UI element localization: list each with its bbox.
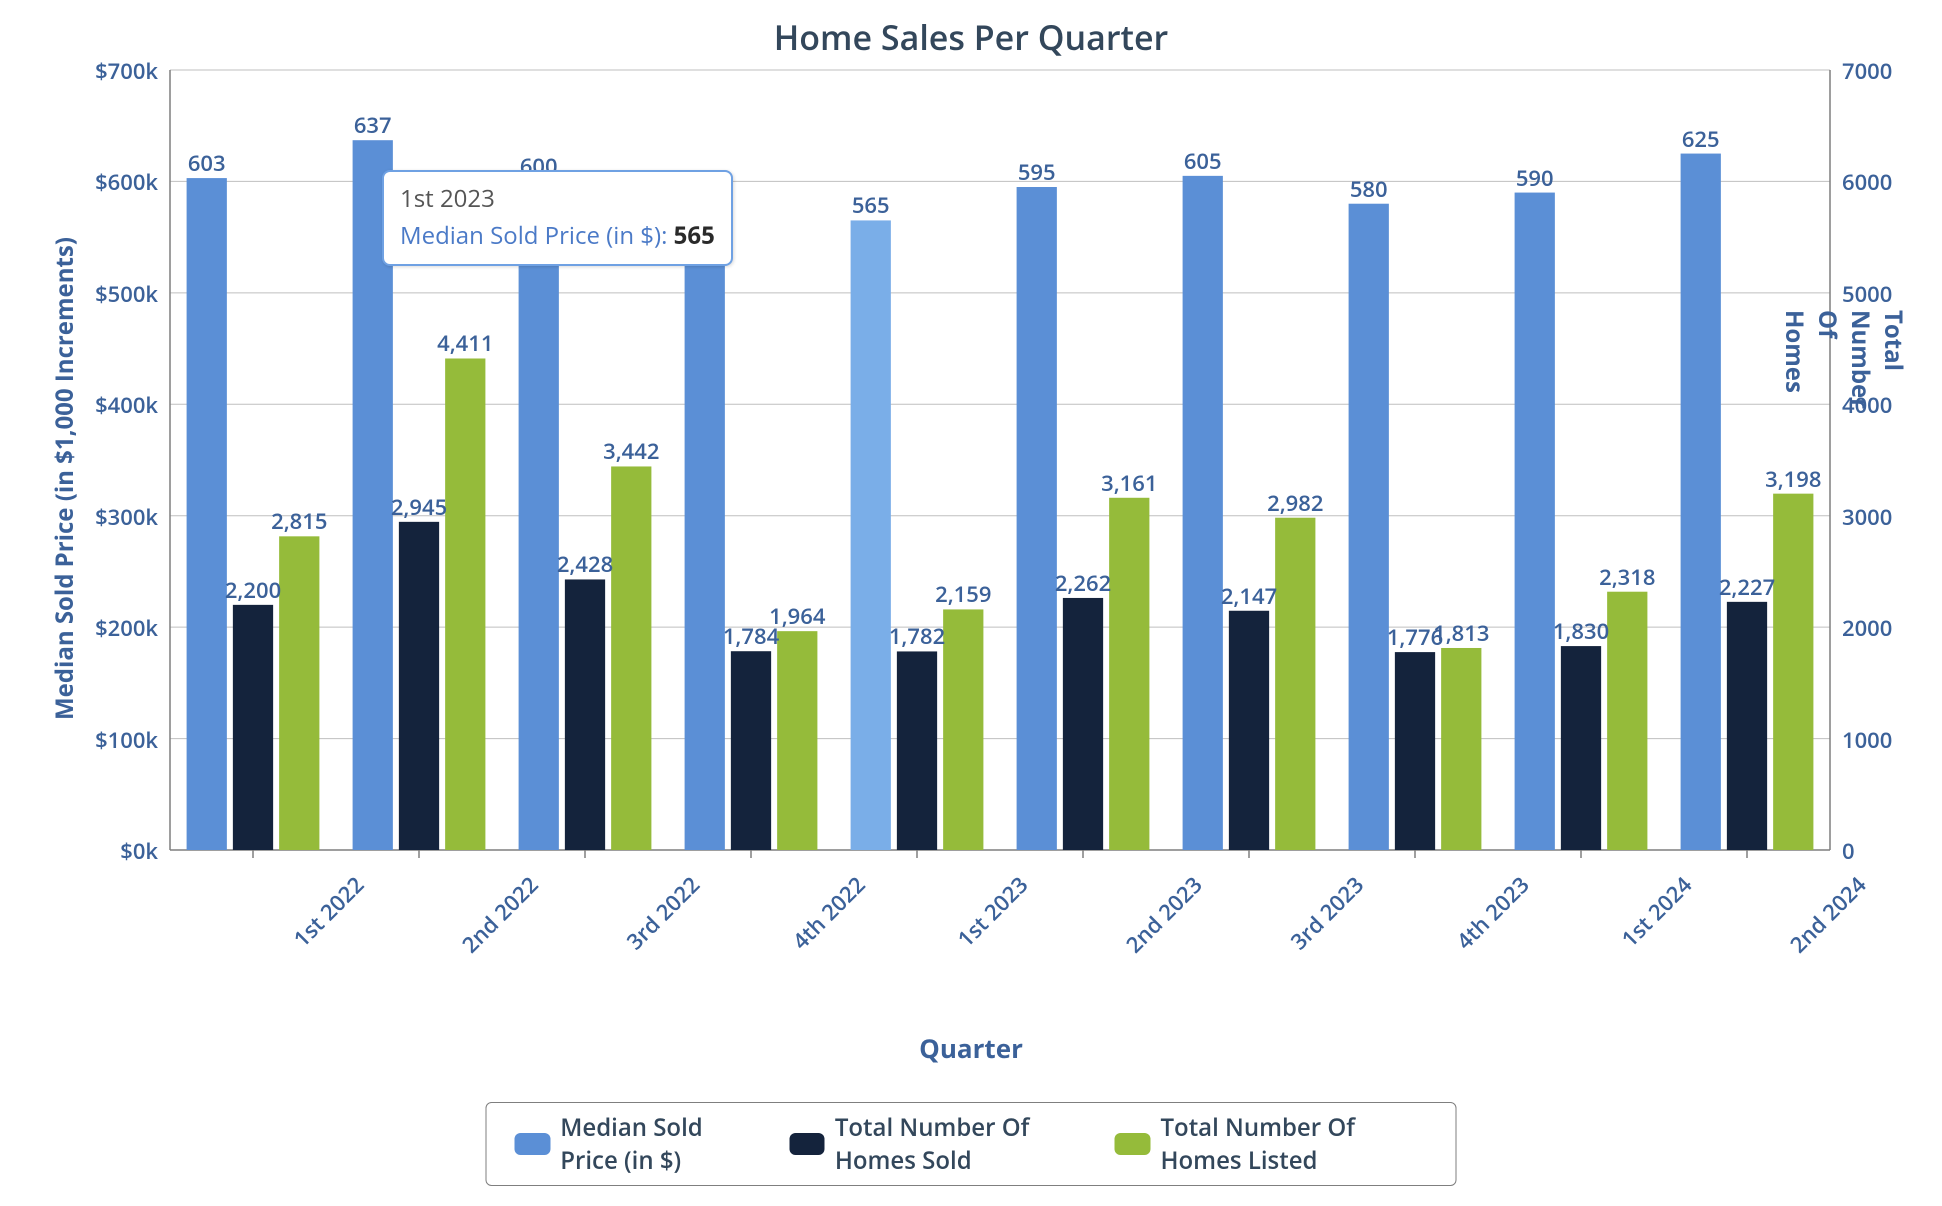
bar[interactable] [851, 220, 891, 850]
legend-swatch [789, 1133, 825, 1155]
bar[interactable] [943, 609, 983, 850]
legend-label: Total Number Of Homes Sold [835, 1111, 1087, 1177]
y-left-tick: $400k [95, 390, 158, 420]
bar[interactable] [777, 631, 817, 850]
bar-value-label: 637 [354, 110, 392, 140]
bar-value-label: 1,964 [769, 601, 825, 631]
bar[interactable] [1727, 602, 1767, 850]
legend-label: Median Sold Price (in $) [560, 1111, 761, 1177]
tooltip-series-name: Median Sold Price (in $) [400, 219, 661, 252]
bar[interactable] [1395, 652, 1435, 850]
y-left-tick: $300k [95, 502, 158, 532]
tooltip-header: 1st 2023 [400, 182, 715, 215]
tooltip: 1st 2023 Median Sold Price (in $): 565 [382, 170, 733, 266]
legend-label: Total Number Of Homes Listed [1160, 1111, 1427, 1177]
y-left-tick: $700k [95, 56, 158, 86]
bar-value-label: 2,262 [1055, 568, 1111, 598]
bar[interactable] [1773, 494, 1813, 850]
bar-value-label: 3,198 [1765, 464, 1821, 494]
bar[interactable] [731, 651, 771, 850]
bar[interactable] [445, 358, 485, 850]
bar-value-label: 2,227 [1719, 572, 1775, 602]
x-axis-title: Quarter [0, 1030, 1942, 1066]
bar[interactable] [1607, 592, 1647, 850]
y-axis-left-title: Median Sold Price (in $1,000 Increments) [48, 237, 81, 720]
bar-value-label: 3,442 [603, 436, 659, 466]
y-right-tick: 2000 [1842, 613, 1892, 643]
bar[interactable] [1515, 193, 1555, 850]
legend-item[interactable]: Total Number Of Homes Sold [789, 1111, 1087, 1177]
bar[interactable] [1017, 187, 1057, 850]
bar-value-label: 2,147 [1221, 581, 1277, 611]
tooltip-body: Median Sold Price (in $): 565 [400, 219, 715, 252]
bar[interactable] [279, 536, 319, 850]
bar-value-label: 2,159 [935, 579, 991, 609]
bar-value-label: 1,813 [1433, 618, 1489, 648]
bar[interactable] [1681, 154, 1721, 850]
bar-value-label: 603 [188, 148, 226, 178]
y-right-tick: 0 [1842, 836, 1855, 866]
legend-swatch [1115, 1133, 1151, 1155]
y-right-tick: 6000 [1842, 167, 1892, 197]
bar-value-label: 2,318 [1599, 562, 1655, 592]
bar[interactable] [233, 605, 273, 850]
bar-value-label: 1,782 [889, 621, 945, 651]
bar[interactable] [399, 522, 439, 850]
y-left-tick: $100k [95, 725, 158, 755]
bar-value-label: 625 [1682, 124, 1720, 154]
legend-swatch [515, 1133, 551, 1155]
legend: Median Sold Price (in $) Total Number Of … [486, 1102, 1457, 1186]
bar[interactable] [1349, 204, 1389, 850]
y-right-tick: 1000 [1842, 725, 1892, 755]
bar-value-label: 2,200 [225, 575, 281, 605]
bar[interactable] [1183, 176, 1223, 850]
bar-value-label: 2,815 [271, 506, 327, 536]
y-right-tick: 3000 [1842, 502, 1892, 532]
bar[interactable] [519, 181, 559, 850]
tooltip-value: 565 [674, 219, 715, 252]
bar-value-label: 590 [1516, 163, 1554, 193]
bar-value-label: 2,428 [557, 549, 613, 579]
y-right-tick: 5000 [1842, 279, 1892, 309]
bar-value-label: 565 [852, 190, 890, 220]
y-left-tick: $600k [95, 167, 158, 197]
bar-value-label: 580 [1350, 174, 1388, 204]
home-sales-chart: Home Sales Per Quarter Median Sold Price… [0, 0, 1942, 1206]
bar-value-label: 595 [1018, 157, 1056, 187]
chart-title: Home Sales Per Quarter [0, 14, 1942, 60]
y-left-tick: $0k [120, 836, 158, 866]
bar[interactable] [1229, 611, 1269, 850]
bar[interactable] [611, 466, 651, 850]
bar-value-label: 3,161 [1101, 468, 1157, 498]
bar[interactable] [897, 651, 937, 850]
bar-value-label: 605 [1184, 146, 1222, 176]
bar[interactable] [1561, 646, 1601, 850]
bar-value-label: 1,830 [1553, 616, 1609, 646]
y-right-tick: 7000 [1842, 56, 1892, 86]
bar[interactable] [685, 224, 725, 850]
bar[interactable] [1109, 498, 1149, 850]
bar[interactable] [187, 178, 227, 850]
y-left-tick: $500k [95, 279, 158, 309]
bar-value-label: 4,411 [437, 328, 493, 358]
y-left-tick: $200k [95, 613, 158, 643]
bar[interactable] [1441, 648, 1481, 850]
bar[interactable] [1063, 598, 1103, 850]
bar-value-label: 2,982 [1267, 488, 1323, 518]
bar[interactable] [565, 579, 605, 850]
bar[interactable] [1275, 518, 1315, 850]
bar-value-label: 2,945 [391, 492, 447, 522]
legend-item[interactable]: Total Number Of Homes Listed [1115, 1111, 1428, 1177]
y-right-tick: 4000 [1842, 390, 1892, 420]
legend-item[interactable]: Median Sold Price (in $) [515, 1111, 762, 1177]
